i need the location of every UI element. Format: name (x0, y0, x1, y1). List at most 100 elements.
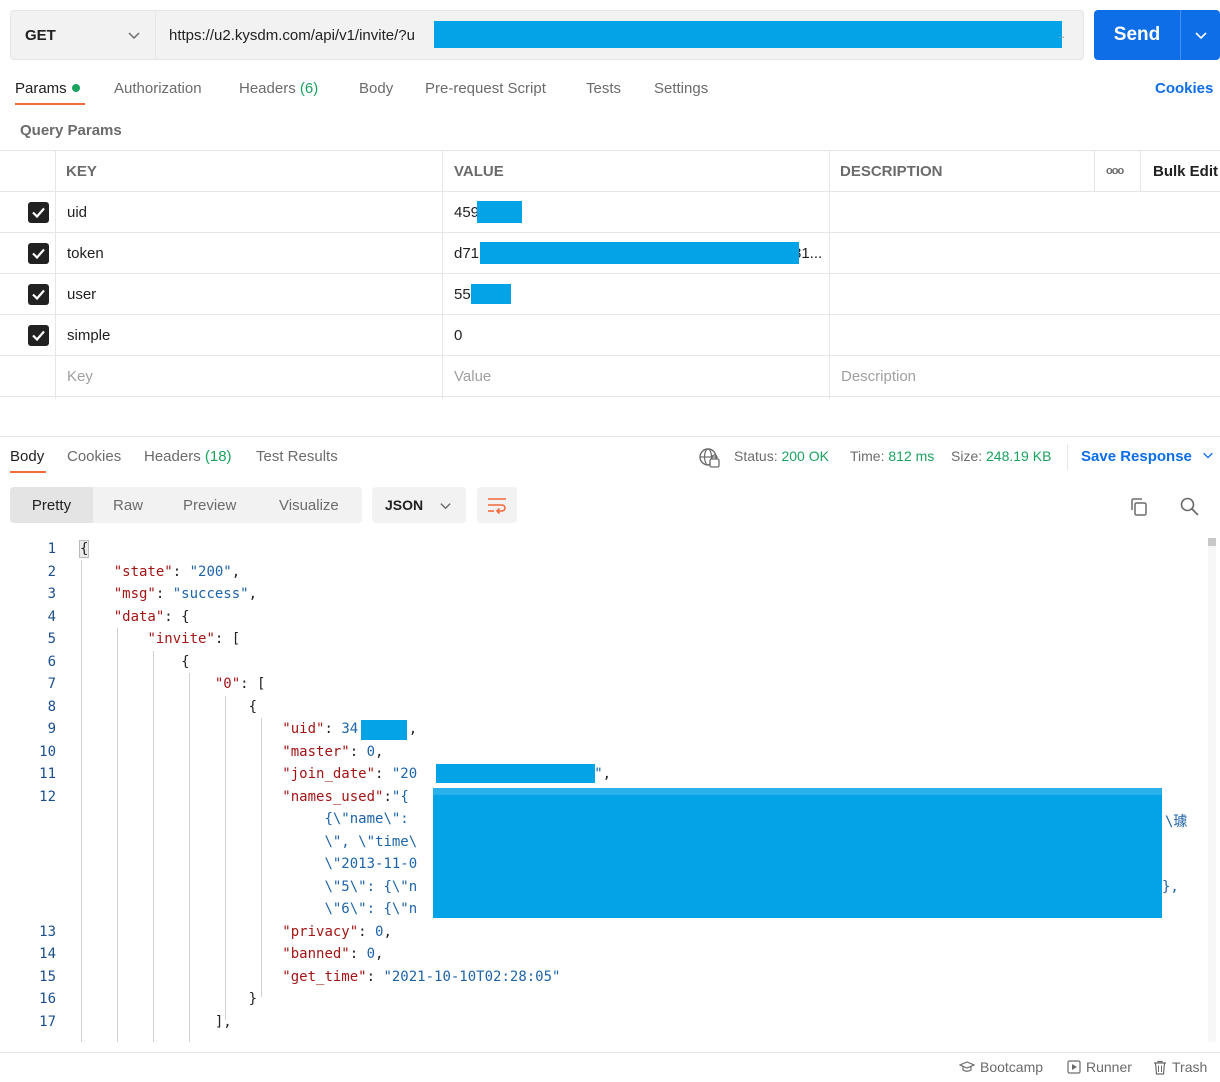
method-label: GET (25, 26, 56, 44)
col-description-header: DESCRIPTION (840, 162, 943, 180)
line-number: 13 (39, 924, 56, 940)
json-string: {\"name\": (324, 811, 409, 827)
param-value[interactable]: 55 (454, 285, 471, 303)
indent-guide (153, 651, 154, 1042)
column-divider (442, 150, 443, 399)
param-value[interactable]: 459 (454, 203, 480, 221)
checkbox-checked[interactable] (28, 243, 49, 264)
param-key[interactable]: user (67, 285, 97, 303)
response-body-editor[interactable]: 1 { 2 "state": "200", 3 "msg": "success"… (0, 538, 1208, 1042)
more-options-icon[interactable]: ooo (1106, 165, 1124, 177)
code-line: "banned": 0, (282, 946, 384, 962)
param-value-tail: 81... (793, 244, 823, 262)
param-value[interactable]: 0 (454, 326, 463, 344)
line-number: 10 (39, 744, 56, 760)
chevron-down-icon (440, 503, 451, 510)
send-button[interactable]: Send (1094, 10, 1180, 60)
chevron-down-icon (1203, 452, 1213, 459)
tab-headers[interactable]: Headers (6) (239, 80, 318, 97)
code-line-wrapped: {\"name\": (80, 811, 409, 827)
checkbox-checked[interactable] (28, 202, 49, 223)
json-number: 34 (341, 721, 359, 737)
globe-icon[interactable] (698, 447, 720, 469)
json-string: "success" (172, 586, 249, 602)
res-tab-headers-label: Headers (144, 448, 201, 465)
method-select[interactable]: GET (10, 10, 155, 60)
wrap-lines-button[interactable] (477, 487, 517, 523)
bulk-edit-button[interactable]: Bulk Edit (1153, 162, 1219, 180)
copy-icon[interactable] (1128, 496, 1150, 518)
json-string: "{ (391, 789, 409, 805)
tab-params[interactable]: Params (15, 80, 80, 97)
tab-prerequest-script[interactable]: Pre-request Script (425, 80, 546, 97)
res-tab-headers-count: (18) (204, 448, 232, 465)
table-row: user 55 (0, 274, 1220, 315)
status-value: 200 OK (781, 448, 829, 464)
code-line: "names_used":"{ (282, 789, 409, 805)
tab-settings[interactable]: Settings (654, 80, 709, 97)
code-brace: { (78, 540, 90, 558)
json-key: "msg" (113, 586, 156, 602)
code-line-wrapped-tail: }, (1162, 879, 1179, 895)
size-value: 248.19 KB (986, 448, 1052, 464)
runner-button[interactable]: Runner (1067, 1059, 1132, 1075)
json-key: "invite" (147, 631, 215, 647)
line-number: 14 (39, 946, 56, 962)
url-text: https://u2.kysdm.com/api/v1/invite/?u (169, 26, 415, 44)
json-string: "2021-10-10T02:28:05" (383, 969, 561, 985)
res-tab-cookies[interactable]: Cookies (67, 448, 122, 465)
code-line-wrapped: \"6\": {\"n (80, 901, 417, 917)
indent-guide (81, 560, 82, 1042)
cookies-link[interactable]: Cookies (1155, 80, 1214, 97)
size-label: Size: (951, 448, 983, 464)
line-number: 7 (47, 676, 56, 692)
param-key[interactable]: uid (67, 203, 88, 221)
tab-authorization[interactable]: Authorization (114, 80, 202, 97)
checkbox-checked[interactable] (28, 284, 49, 305)
bootcamp-label: Bootcamp (980, 1059, 1044, 1075)
line-number: 4 (47, 609, 56, 625)
save-response-button[interactable]: Save Response (1081, 448, 1214, 465)
trash-button[interactable]: Trash (1153, 1059, 1207, 1075)
url-redaction (434, 21, 1062, 48)
trash-label: Trash (1172, 1059, 1208, 1075)
code-redaction (436, 764, 595, 783)
chevron-down-icon (1194, 32, 1207, 40)
table-row: token d71 81... (0, 233, 1220, 274)
line-number: 16 (39, 991, 56, 1007)
check-icon (32, 330, 45, 342)
checkbox-checked[interactable] (28, 325, 49, 346)
view-preview-button[interactable]: Preview (183, 496, 237, 514)
param-value[interactable]: d71 (454, 244, 480, 262)
json-key: "names_used" (282, 789, 384, 805)
new-value-input[interactable]: Value (454, 367, 492, 385)
bootcamp-button[interactable]: Bootcamp (959, 1059, 1043, 1075)
code-line: { (80, 654, 190, 670)
res-tab-body[interactable]: Body (10, 448, 45, 465)
search-icon[interactable] (1179, 496, 1201, 518)
query-params-title: Query Params (20, 122, 122, 139)
param-key[interactable]: token (67, 244, 104, 262)
json-string: \"5\": {\"n (324, 879, 418, 895)
format-select[interactable]: JSON (372, 487, 466, 523)
view-pretty-button[interactable]: Pretty (10, 487, 93, 523)
code-brace: { (181, 654, 190, 670)
res-tab-test-results[interactable]: Test Results (256, 448, 338, 465)
code-line: "join_date": "20 ", (282, 766, 612, 782)
tab-body[interactable]: Body (359, 80, 394, 97)
view-visualize-button[interactable]: Visualize (279, 496, 339, 514)
editor-scrollbar-thumb[interactable] (1208, 538, 1216, 546)
json-number: 0 (366, 946, 376, 962)
res-tab-headers[interactable]: Headers (18) (144, 448, 232, 465)
json-string: "20 (391, 766, 418, 782)
editor-scrollbar[interactable] (1208, 538, 1216, 1042)
tab-tests[interactable]: Tests (586, 80, 622, 97)
table-row-new: Key Value Description (0, 356, 1220, 397)
new-key-input[interactable]: Key (67, 367, 93, 385)
view-raw-button[interactable]: Raw (113, 496, 144, 514)
new-description-input[interactable]: Description (841, 367, 917, 385)
status-readout: Status: 200 OK (734, 448, 829, 464)
param-key[interactable]: simple (67, 326, 111, 344)
code-line: ], (80, 1014, 232, 1030)
send-options-button[interactable] (1180, 10, 1220, 60)
